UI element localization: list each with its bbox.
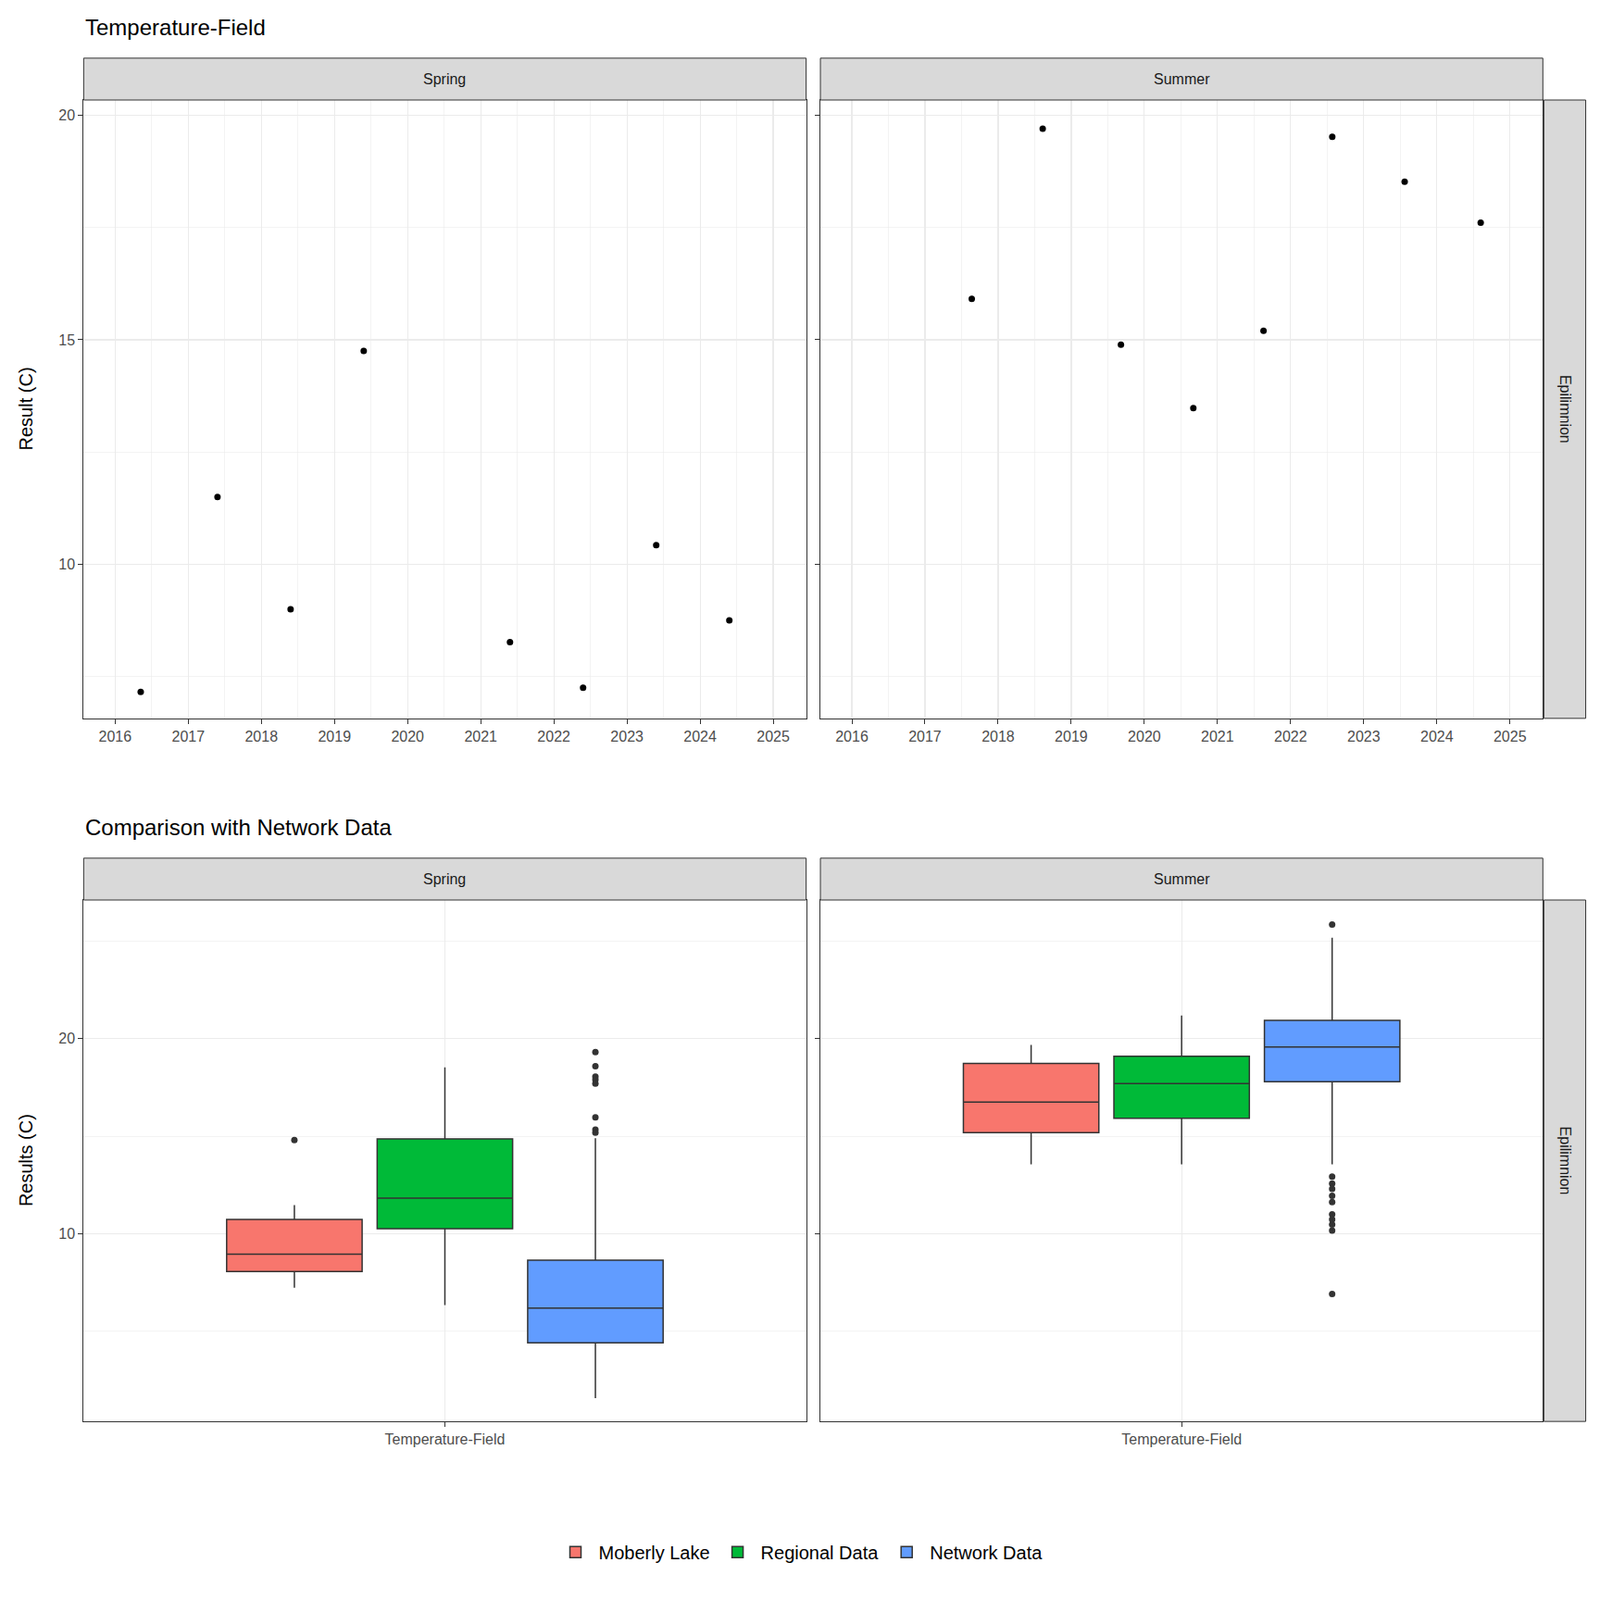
svg-text:2025: 2025 (756, 728, 790, 745)
svg-text:2017: 2017 (908, 728, 942, 745)
svg-text:Summer: Summer (1153, 871, 1211, 888)
svg-text:Comparison with Network Data: Comparison with Network Data (85, 814, 392, 840)
svg-text:2024: 2024 (1420, 728, 1454, 745)
svg-text:Spring: Spring (423, 71, 466, 88)
svg-text:Temperature-Field: Temperature-Field (85, 14, 266, 40)
svg-text:2022: 2022 (537, 728, 571, 745)
svg-text:2024: 2024 (683, 728, 717, 745)
svg-text:2021: 2021 (1200, 728, 1235, 745)
svg-text:10: 10 (58, 556, 75, 573)
svg-text:Results (C): Results (C) (15, 1113, 37, 1207)
svg-text:2023: 2023 (1347, 728, 1381, 745)
svg-text:Summer: Summer (1153, 71, 1211, 88)
svg-text:2019: 2019 (317, 728, 351, 745)
svg-text:2020: 2020 (390, 728, 425, 745)
svg-text:Temperature-Field: Temperature-Field (1121, 1431, 1242, 1448)
svg-text:Spring: Spring (423, 871, 466, 888)
svg-text:Epilimnion: Epilimnion (1557, 375, 1574, 444)
svg-text:2019: 2019 (1054, 728, 1088, 745)
svg-text:2016: 2016 (99, 728, 133, 745)
svg-text:Network Data: Network Data (929, 1542, 1043, 1563)
svg-text:2018: 2018 (981, 728, 1015, 745)
svg-text:Result (C): Result (C) (15, 366, 37, 450)
svg-text:2023: 2023 (610, 728, 644, 745)
svg-text:Regional Data: Regional Data (761, 1542, 880, 1563)
svg-text:20: 20 (58, 1030, 75, 1047)
svg-text:20: 20 (58, 107, 75, 124)
svg-text:2017: 2017 (172, 728, 206, 745)
svg-text:Moberly Lake: Moberly Lake (599, 1542, 711, 1563)
svg-text:2022: 2022 (1274, 728, 1308, 745)
svg-text:2018: 2018 (244, 728, 278, 745)
svg-text:15: 15 (58, 332, 75, 349)
svg-text:Temperature-Field: Temperature-Field (385, 1431, 506, 1448)
svg-text:2020: 2020 (1127, 728, 1162, 745)
svg-text:2021: 2021 (463, 728, 498, 745)
svg-text:2025: 2025 (1493, 728, 1527, 745)
svg-text:10: 10 (58, 1225, 75, 1242)
svg-text:Epilimnion: Epilimnion (1557, 1126, 1574, 1196)
svg-text:2016: 2016 (835, 728, 869, 745)
